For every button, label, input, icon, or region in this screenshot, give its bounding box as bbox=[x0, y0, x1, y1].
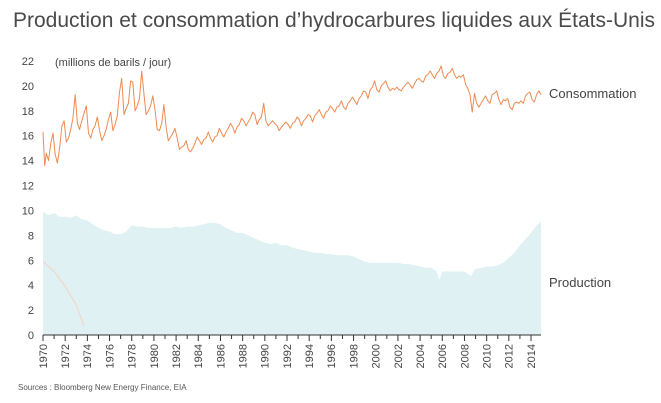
x-tick-label: 2002 bbox=[393, 344, 405, 368]
production-faint-line bbox=[42, 261, 85, 327]
y-tick-label: 14 bbox=[22, 156, 34, 168]
consumption-series-label: Consommation bbox=[549, 86, 636, 101]
x-tick-label: 1992 bbox=[282, 344, 294, 368]
y-tick-label: 4 bbox=[28, 280, 34, 292]
x-tick-label: 2014 bbox=[526, 344, 538, 368]
y-tick-label: 22 bbox=[22, 56, 34, 68]
x-tick-label: 1984 bbox=[193, 344, 205, 368]
x-tick-label: 1988 bbox=[237, 344, 249, 368]
x-tick-label: 2008 bbox=[459, 344, 471, 368]
x-tick-label: 1996 bbox=[326, 344, 338, 368]
x-tick-label: 1994 bbox=[304, 344, 316, 368]
y-tick-label: 8 bbox=[28, 230, 34, 242]
x-tick-label: 1974 bbox=[82, 344, 94, 368]
production-area-layer bbox=[42, 211, 541, 335]
x-tick-label: 2012 bbox=[504, 344, 516, 368]
x-tick-label: 1990 bbox=[260, 344, 272, 368]
chart-title: Production et consommation d’hydrocarbur… bbox=[13, 9, 655, 32]
x-tick-label: 1978 bbox=[127, 344, 139, 368]
y-tick-label: 10 bbox=[22, 205, 34, 217]
consumption-line-layer bbox=[42, 65, 542, 167]
x-tick-label: 1986 bbox=[215, 344, 227, 368]
y-axis-unit-label: (millions de barils / jour) bbox=[55, 57, 171, 69]
x-tick-label: 1998 bbox=[348, 344, 360, 368]
x-tick-label: 1982 bbox=[171, 344, 183, 368]
production-area bbox=[43, 211, 541, 335]
x-tick-label: 2004 bbox=[415, 344, 427, 368]
x-tick-label: 2000 bbox=[371, 344, 383, 368]
y-tick-label: 12 bbox=[22, 181, 34, 193]
y-tick-label: 20 bbox=[22, 81, 34, 93]
consumption-line bbox=[42, 65, 542, 167]
y-tick-label: 16 bbox=[22, 131, 34, 143]
labels: (millions de barils / jour) Consommation P… bbox=[55, 57, 636, 290]
x-tick-label: 2006 bbox=[437, 344, 449, 368]
x-tick-label: 2010 bbox=[482, 344, 494, 368]
axes: 0 2 4 6 8 10 12 14 16 18 20 22 1970 1972 1974 1976 1978 1… bbox=[22, 56, 541, 368]
source-note: Sources : Bloomberg New Energy Finance, … bbox=[18, 383, 187, 392]
x-tick-label: 1976 bbox=[104, 344, 116, 368]
production-series-label: Production bbox=[549, 275, 611, 290]
x-tick-label: 1980 bbox=[149, 344, 161, 368]
x-tick-label: 1970 bbox=[38, 344, 50, 368]
y-tick-label: 6 bbox=[28, 255, 34, 267]
y-tick-label: 18 bbox=[22, 106, 34, 118]
y-tick-label: 2 bbox=[28, 305, 34, 317]
y-tick-label: 0 bbox=[28, 330, 34, 342]
x-tick-label: 1972 bbox=[60, 344, 72, 368]
